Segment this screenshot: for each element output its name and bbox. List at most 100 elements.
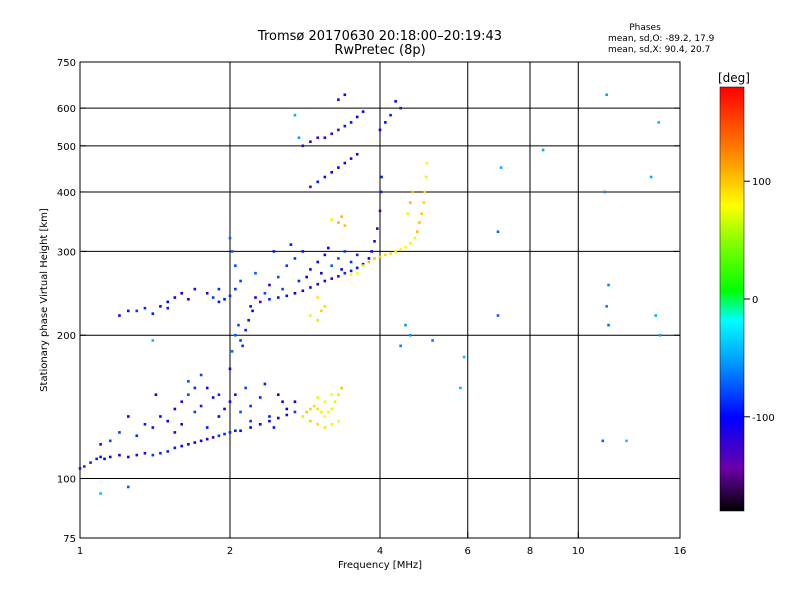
data-point xyxy=(323,253,327,257)
data-point xyxy=(205,426,209,429)
data-point xyxy=(323,279,327,283)
data-point xyxy=(309,140,312,144)
data-point xyxy=(249,305,252,308)
data-point xyxy=(211,436,215,439)
data-point xyxy=(154,393,158,397)
data-point xyxy=(330,407,334,411)
data-point xyxy=(330,393,334,397)
data-point xyxy=(244,386,247,390)
data-point xyxy=(99,455,102,459)
data-point xyxy=(423,190,427,194)
data-point xyxy=(340,215,343,218)
data-point xyxy=(605,93,608,97)
y-tick-label: 200 xyxy=(57,331,76,342)
data-point xyxy=(309,185,312,189)
data-point xyxy=(355,152,359,156)
data-point xyxy=(301,415,305,418)
data-point xyxy=(379,190,383,194)
y-tick-label: 500 xyxy=(57,142,76,153)
data-point xyxy=(281,287,284,291)
data-point xyxy=(187,380,190,383)
data-point xyxy=(316,318,320,322)
data-point xyxy=(281,400,284,404)
colorbar-tick-label: 100 xyxy=(752,177,771,188)
data-point xyxy=(355,115,359,119)
data-point xyxy=(254,271,257,275)
chart-title-line1: Tromsø 20170630 20:18:00–20:19:43 xyxy=(257,29,502,44)
data-point xyxy=(408,242,412,245)
data-point xyxy=(263,291,267,295)
data-point xyxy=(126,415,130,418)
data-point xyxy=(408,201,412,204)
y-tick-label: 400 xyxy=(57,188,76,199)
data-point xyxy=(378,209,382,213)
data-point xyxy=(254,296,257,299)
data-point xyxy=(135,309,139,313)
data-point xyxy=(496,314,500,317)
data-point xyxy=(404,323,407,327)
data-point xyxy=(118,453,121,457)
data-point xyxy=(159,451,162,455)
x-tick-label: 4 xyxy=(377,546,383,557)
data-point xyxy=(305,410,308,414)
data-point xyxy=(413,236,417,240)
data-point xyxy=(373,240,376,243)
data-point xyxy=(258,396,262,399)
data-point xyxy=(205,437,209,441)
data-point xyxy=(389,252,392,255)
data-point xyxy=(217,415,221,418)
data-point xyxy=(349,121,353,124)
data-point xyxy=(323,305,327,308)
data-point xyxy=(187,443,190,446)
data-point xyxy=(118,431,121,434)
data-point xyxy=(159,305,162,308)
data-point xyxy=(228,236,232,240)
data-point xyxy=(151,426,155,429)
data-point xyxy=(337,98,340,101)
data-point xyxy=(340,386,343,390)
data-point xyxy=(135,453,139,457)
x-tick-label: 16 xyxy=(674,546,687,557)
data-point xyxy=(337,274,340,278)
data-point xyxy=(657,121,660,124)
data-point xyxy=(118,314,121,317)
data-point xyxy=(251,309,254,313)
data-point xyxy=(293,257,297,260)
data-point xyxy=(323,426,327,429)
data-point xyxy=(166,450,170,453)
data-point xyxy=(605,305,608,308)
data-point xyxy=(333,400,337,404)
data-point xyxy=(237,323,240,327)
data-point xyxy=(239,339,242,342)
data-point xyxy=(99,492,102,495)
data-point xyxy=(297,279,301,283)
data-point xyxy=(375,227,379,230)
data-point xyxy=(285,413,289,417)
data-point xyxy=(159,415,162,418)
colorbar-label: [deg] xyxy=(718,71,750,85)
data-point xyxy=(180,400,184,404)
data-point xyxy=(312,404,316,408)
data-point xyxy=(126,485,130,489)
phase-header: Phases xyxy=(629,23,661,33)
data-point xyxy=(343,161,347,165)
data-point xyxy=(239,410,242,414)
data-point xyxy=(355,271,359,275)
data-point xyxy=(406,212,410,216)
data-point xyxy=(173,431,177,434)
data-point xyxy=(217,300,221,304)
colorbar xyxy=(719,86,745,512)
data-point xyxy=(316,282,320,286)
data-point xyxy=(399,248,402,251)
data-point xyxy=(205,291,209,295)
data-point xyxy=(223,297,226,301)
data-point xyxy=(173,296,177,299)
colorbar-tick-label: 0 xyxy=(752,295,758,306)
data-point xyxy=(95,457,98,461)
data-point xyxy=(367,257,371,260)
data-point xyxy=(607,283,610,287)
data-point xyxy=(355,266,359,270)
data-point xyxy=(349,260,353,264)
x-tick-label: 1 xyxy=(77,546,83,557)
data-point xyxy=(658,333,662,337)
